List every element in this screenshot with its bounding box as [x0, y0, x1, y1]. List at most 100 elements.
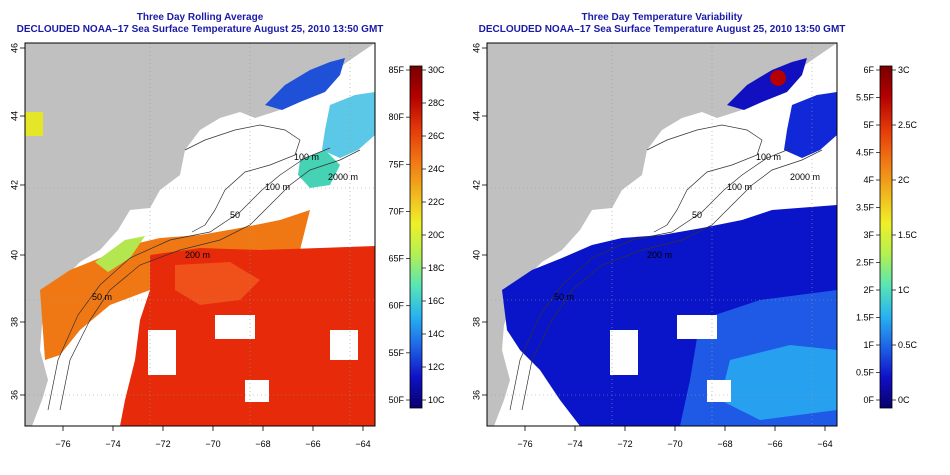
y-tick-label: 46 — [471, 43, 481, 53]
y-tick-label: 46 — [9, 43, 19, 53]
sst-gulf-of-maine — [265, 58, 345, 110]
cloud-gap — [707, 380, 731, 402]
colorbar-label-left: 5F — [863, 120, 874, 130]
left-title: Three Day Rolling Average — [136, 12, 264, 23]
sst-warm-core — [175, 262, 260, 305]
colorbar-label-right: 12C — [428, 362, 445, 372]
colorbar-label-left: 0.5F — [856, 368, 875, 378]
x-tick-label: −64 — [817, 439, 832, 449]
colorbar-label-right: 30C — [428, 65, 445, 75]
colorbar-label-left: 60F — [388, 301, 404, 311]
colorbar-label-right: 24C — [428, 164, 445, 174]
colorbar-label-left: 65F — [388, 254, 404, 264]
colorbar-label-left: 50F — [388, 395, 404, 405]
y-tick-label: 38 — [9, 317, 19, 327]
left-axes: −76 −74 −72 −70 −68 −66 −64 36 38 40 42 44 46 — [9, 43, 370, 449]
contour-label: 50 m — [554, 292, 574, 302]
contour-label: 200 m — [185, 250, 210, 260]
sst-coastal-green — [95, 236, 145, 272]
colorbar-label-right: 1C — [898, 285, 910, 295]
x-tick-label: −74 — [105, 439, 120, 449]
colorbar-label-right: 2.5C — [898, 120, 918, 130]
colorbar-label-right: 22C — [428, 197, 445, 207]
contour-label: 50 m — [92, 292, 112, 302]
colorbar-label-left: 5.5F — [856, 93, 875, 103]
colorbar-label-right: 0.5C — [898, 340, 918, 350]
bathymetry-contour — [646, 124, 763, 233]
cloud-gap — [245, 380, 269, 402]
colorbar-label-right: 10C — [428, 395, 445, 405]
colorbar-label-left: 4.5F — [856, 148, 875, 158]
contour-label: 2000 m — [790, 172, 820, 182]
left-subtitle: DECLOUDED NOAA–17 Sea Surface Temperatur… — [16, 24, 384, 35]
y-tick-label: 42 — [9, 180, 19, 190]
map-frame — [24, 42, 376, 427]
x-tick-label: −72 — [617, 439, 632, 449]
colorbar-label-left: 6F — [863, 65, 874, 75]
colorbar-label-left: 2F — [863, 285, 874, 295]
colorbar-label-left: 1F — [863, 340, 874, 350]
bathymetry-contour — [47, 147, 331, 411]
x-tick-label: −66 — [305, 439, 320, 449]
cloud-gap — [215, 315, 255, 339]
colorbar-label-right: 14C — [428, 329, 445, 339]
contour-label: 200 m — [647, 250, 672, 260]
y-tick-label: 38 — [471, 317, 481, 327]
x-tick-label: −76 — [517, 439, 532, 449]
right-colorbar: 6F 5.5F 5F 4.5F 4F 3.5F 3F 2.5F 2F 1.5F 1F 0.5F 0F 3C… — [856, 65, 918, 409]
colorbar-label-left: 4F — [863, 175, 874, 185]
left-colorbar: 85F 80F 75F 70F 65F 60F 55F 50F 30C 28C 26C 24C 22C 2… — [388, 65, 445, 409]
contour-label: 50 — [230, 210, 240, 220]
y-tick-label: 44 — [471, 111, 481, 121]
right-axes: −76 −74 −72 −70 −68 −66 −64 36 38 40 42 44 46 — [471, 43, 832, 449]
x-tick-label: −66 — [767, 439, 782, 449]
var-gulf-of-maine — [727, 58, 807, 110]
bathymetry-contour — [509, 147, 793, 411]
sst-yellow-patch — [25, 112, 43, 136]
colorbar-label-right: 18C — [428, 263, 445, 273]
cloud-gap — [677, 315, 717, 339]
colorbar-label-left: 0F — [863, 395, 874, 405]
left-map: 100 m 2000 m 100 m 50 200 m 50 m — [24, 42, 376, 427]
x-tick-label: −64 — [355, 439, 370, 449]
var-shelf — [784, 92, 837, 158]
colorbar-label-left: 2.5F — [856, 258, 875, 268]
bathymetry-contour — [521, 149, 823, 411]
var-offshore-cyan — [720, 345, 837, 420]
x-tick-label: −76 — [55, 439, 70, 449]
colorbar-label-right: 0C — [898, 395, 910, 405]
var-hotspot — [770, 70, 786, 86]
x-tick-label: −68 — [717, 439, 732, 449]
x-tick-label: −72 — [155, 439, 170, 449]
colorbar-label-left: 75F — [388, 159, 404, 169]
colorbar-gradient — [409, 65, 423, 409]
right-subtitle: DECLOUDED NOAA–17 Sea Surface Temperatur… — [478, 24, 846, 35]
sst-nova-scotia-shelf — [322, 92, 375, 158]
contour-label: 100 m — [265, 182, 290, 192]
colorbar-label-left: 3.5F — [856, 203, 875, 213]
cloud-gap — [148, 330, 176, 375]
bathymetry-contour — [184, 124, 301, 233]
colorbar-label-right: 2C — [898, 175, 910, 185]
y-tick-label: 36 — [9, 390, 19, 400]
colorbar-label-right: 28C — [428, 98, 445, 108]
x-tick-label: −68 — [255, 439, 270, 449]
colorbar-label-left: 3F — [863, 230, 874, 240]
x-tick-label: −70 — [205, 439, 220, 449]
x-tick-label: −70 — [667, 439, 682, 449]
y-tick-label: 40 — [9, 250, 19, 260]
colorbar-label-left: 55F — [388, 348, 404, 358]
colorbar-label-left: 80F — [388, 112, 404, 122]
sst-shelf-cool — [298, 150, 340, 188]
colorbar-label-right: 20C — [428, 230, 445, 240]
colorbar-gradient — [879, 65, 893, 409]
contour-label: 100 m — [756, 152, 781, 162]
y-tick-label: 36 — [471, 390, 481, 400]
colorbar-label-left: 85F — [388, 65, 404, 75]
colorbar-label-right: 26C — [428, 131, 445, 141]
cloud-gap — [330, 330, 358, 360]
contour-label: 100 m — [294, 152, 319, 162]
y-tick-label: 44 — [9, 111, 19, 121]
bathymetry-contour — [59, 149, 361, 411]
